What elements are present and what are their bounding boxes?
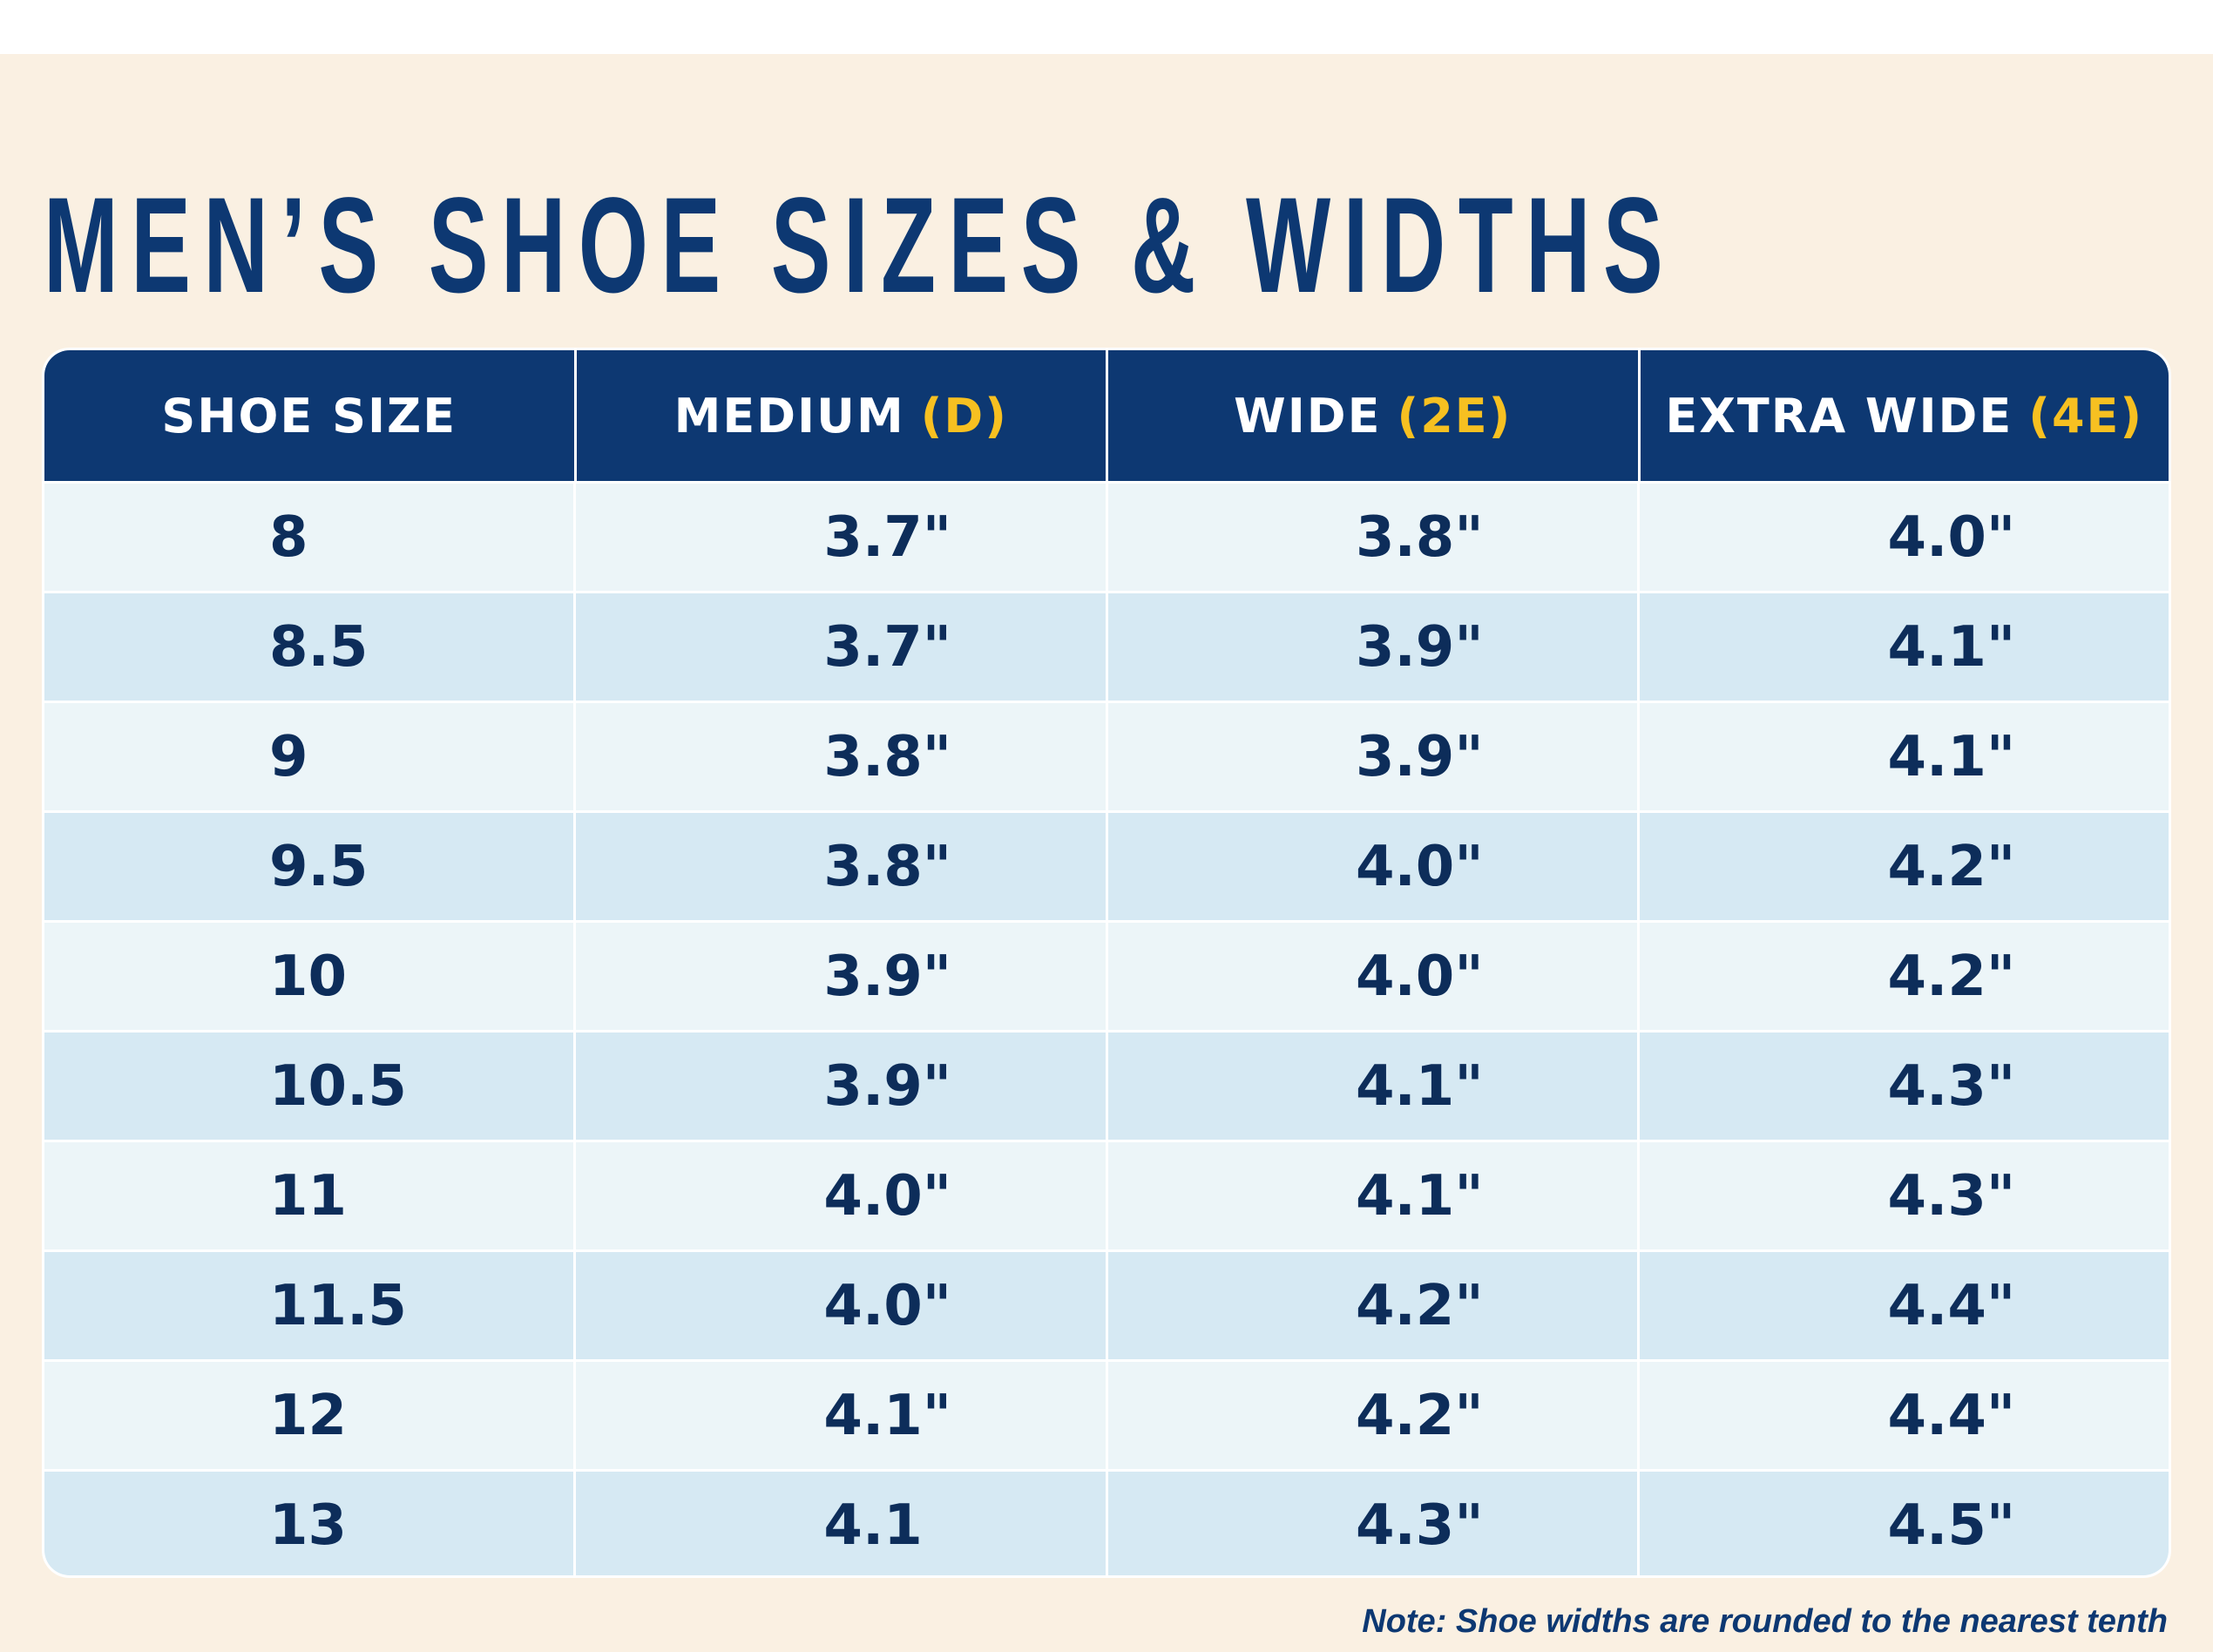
- cell-wide: 4.3": [1108, 1472, 1641, 1575]
- cell-shoe-size: 11.5: [44, 1252, 577, 1359]
- header-shoe-size: SHOE SIZE: [44, 350, 577, 481]
- cell-shoe-size: 9.5: [44, 813, 577, 920]
- cell-medium: 4.0": [576, 1142, 1108, 1249]
- footnote: Note: Shoe widths are rounded to the nea…: [1362, 1603, 2168, 1640]
- size-table: SHOE SIZE MEDIUM (D) WIDE (2E) EXTRA WID…: [42, 348, 2171, 1578]
- cell-shoe-size: 10.5: [44, 1032, 577, 1140]
- cell-shoe-size: 13: [44, 1472, 577, 1575]
- table-row: 9.5 3.8" 4.0" 4.2": [44, 810, 2169, 920]
- table-row: 10.5 3.9" 4.1" 4.3": [44, 1030, 2169, 1140]
- table-row: 11 4.0" 4.1" 4.3": [44, 1140, 2169, 1249]
- cell-wide: 3.9": [1108, 593, 1641, 701]
- cell-extra-wide: 4.3": [1887, 1163, 2016, 1229]
- cell-extra-wide: 4.0": [1887, 504, 2016, 570]
- cell-wide: 3.9": [1108, 703, 1641, 810]
- cell-medium: 4.0": [576, 1252, 1108, 1359]
- header-label: SHOE SIZE: [161, 388, 457, 443]
- cell-shoe-size: 8.5: [44, 593, 577, 701]
- header-extra-wide: EXTRA WIDE (4E): [1641, 350, 2169, 481]
- cell-medium: 4.1": [576, 1362, 1108, 1469]
- cell-wide: 4.0": [1108, 813, 1641, 920]
- cell-extra-wide: 4.2": [1887, 834, 2016, 899]
- table-row: 12 4.1" 4.2" 4.4": [44, 1359, 2169, 1469]
- cell-shoe-size: 9: [44, 703, 577, 810]
- table-row: 13 4.1 4.3" 4.5": [44, 1469, 2169, 1575]
- header-medium: MEDIUM (D): [577, 350, 1108, 481]
- cell-wide: 4.0": [1108, 923, 1641, 1030]
- cell-extra-wide: 4.3": [1887, 1053, 2016, 1119]
- cell-wide: 4.2": [1108, 1362, 1641, 1469]
- cell-wide: 3.8": [1108, 484, 1641, 591]
- header-label: MEDIUM: [673, 388, 905, 443]
- cell-shoe-size: 8: [44, 484, 577, 591]
- cell-medium: 3.7": [576, 593, 1108, 701]
- cell-medium: 3.9": [576, 1032, 1108, 1140]
- header-width-code: (2E): [1397, 388, 1513, 443]
- cell-medium: 3.8": [576, 703, 1108, 810]
- table-row: 8 3.7" 3.8" 4.0": [44, 481, 2169, 591]
- cell-shoe-size: 10: [44, 923, 577, 1030]
- cell-shoe-size: 11: [44, 1142, 577, 1249]
- header-label: EXTRA WIDE: [1665, 388, 2013, 443]
- cell-medium: 3.7": [576, 484, 1108, 591]
- cell-wide: 4.2": [1108, 1252, 1641, 1359]
- cell-medium: 3.9": [576, 923, 1108, 1030]
- table-header-row: SHOE SIZE MEDIUM (D) WIDE (2E) EXTRA WID…: [44, 350, 2169, 481]
- cell-extra-wide: 4.4": [1887, 1273, 2016, 1338]
- cell-extra-wide: 4.1": [1887, 614, 2016, 680]
- header-width-code: (D): [920, 388, 1008, 443]
- cell-medium: 4.1: [576, 1472, 1108, 1575]
- table-row: 10 3.9" 4.0" 4.2": [44, 920, 2169, 1030]
- header-label: WIDE: [1234, 388, 1382, 443]
- cell-extra-wide: 4.2": [1887, 944, 2016, 1009]
- cell-shoe-size: 12: [44, 1362, 577, 1469]
- cell-extra-wide: 4.4": [1887, 1383, 2016, 1448]
- cell-wide: 4.1": [1108, 1032, 1641, 1140]
- page-title: MEN’S SHOE SIZES & WIDTHS: [44, 170, 1676, 322]
- header-width-code: (4E): [2028, 388, 2144, 443]
- cell-wide: 4.1": [1108, 1142, 1641, 1249]
- table-row: 8.5 3.7" 3.9" 4.1": [44, 591, 2169, 701]
- table-row: 9 3.8" 3.9" 4.1": [44, 701, 2169, 810]
- cell-extra-wide: 4.5": [1887, 1493, 2016, 1558]
- chart-panel: MEN’S SHOE SIZES & WIDTHS SHOE SIZE MEDI…: [0, 54, 2213, 1652]
- cell-extra-wide: 4.1": [1887, 724, 2016, 789]
- table-row: 11.5 4.0" 4.2" 4.4": [44, 1249, 2169, 1359]
- header-wide: WIDE (2E): [1108, 350, 1641, 481]
- cell-medium: 3.8": [576, 813, 1108, 920]
